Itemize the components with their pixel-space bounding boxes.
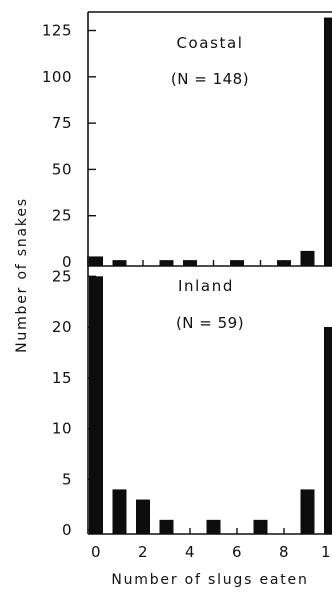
coastal-bar-6 [230, 260, 244, 266]
inland-bar-3 [159, 519, 174, 534]
coastal-sample-size: (N = 148) [171, 70, 249, 88]
inland-bar-7 [253, 519, 268, 534]
coastal-y-tick-label: 75 [52, 114, 72, 132]
y-axis-title: Number of snakes [14, 197, 30, 353]
inland-y-tick-label: 5 [62, 470, 72, 488]
inland-y-tick-label: 15 [52, 369, 72, 387]
coastal-bar-10 [324, 17, 332, 266]
x-tick-label: 6 [232, 543, 242, 561]
x-tick-label: 0 [91, 543, 101, 561]
coastal-y-tick-label: 0 [62, 253, 72, 271]
x-tick-label: 4 [185, 543, 195, 561]
coastal-bar-4 [183, 260, 197, 266]
inland-bar-1 [112, 489, 127, 534]
coastal-panel: Coastal (N = 148) 0 25 50 75 100 125 [42, 11, 332, 271]
inland-sample-size: (N = 59) [176, 314, 244, 332]
x-axis-title: Number of slugs eaten [111, 572, 308, 588]
inland-y-tick-label: 10 [52, 420, 72, 438]
coastal-bar-1 [112, 260, 127, 266]
x-tick-label: 8 [279, 543, 289, 561]
inland-panel-label: Inland [178, 277, 234, 295]
coastal-y-tick-label: 100 [42, 68, 72, 86]
coastal-bar-8 [277, 260, 291, 266]
inland-panel: Inland (N = 59) 05101520250246810 [52, 256, 332, 561]
inland-bar-9 [300, 489, 315, 534]
x-tick-label: 10 [321, 543, 332, 561]
inland-y-tick-label: 20 [52, 318, 72, 336]
inland-bar-0 [89, 276, 103, 534]
inland-bar-2 [136, 499, 150, 534]
coastal-bar-0 [89, 256, 103, 266]
coastal-bar-3 [159, 260, 174, 266]
inland-bar-5 [206, 519, 221, 534]
x-tick-label: 2 [138, 543, 148, 561]
coastal-panel-label: Coastal [176, 34, 243, 52]
inland-y-tick-label: 0 [62, 521, 72, 539]
coastal-y-tick-label: 25 [52, 207, 72, 225]
inland-y-tick-label: 25 [52, 267, 72, 285]
coastal-bar-9 [300, 250, 315, 266]
coastal-y-tick-label: 50 [52, 160, 72, 178]
inland-bar-10 [324, 327, 332, 534]
coastal-y-tick-label: 125 [42, 22, 72, 40]
